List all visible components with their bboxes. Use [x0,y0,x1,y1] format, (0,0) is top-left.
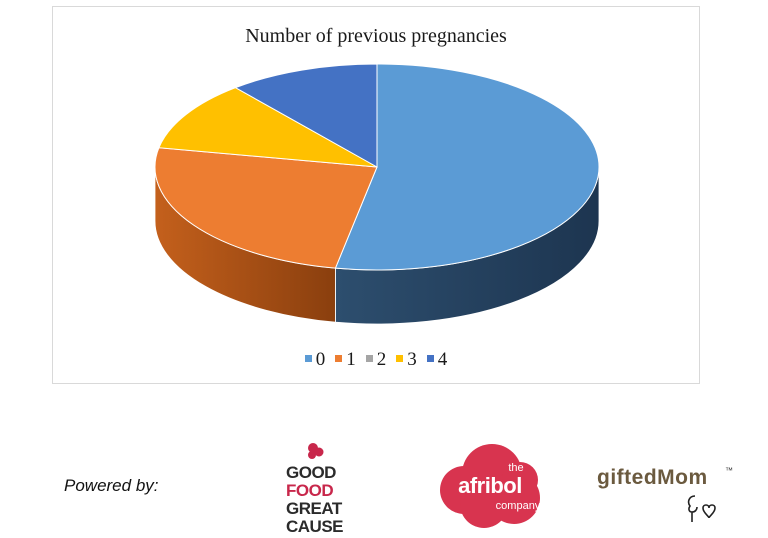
gifted-mom-tm: ™ [725,466,733,475]
gfgc-line: GOOD [286,463,336,482]
pie-slice-3 [158,87,378,168]
afribol-name: afribol [458,473,522,498]
legend-label: 3 [407,349,417,370]
legend-item-0: 0 [304,349,326,371]
legend-label: 1 [346,349,356,370]
gfgc-line: GREAT [286,499,342,518]
legend-item-4: 4 [426,349,448,371]
gfgc-line: CAUSE [286,517,344,536]
legend-label: 2 [376,349,387,370]
pie-slice-4 [234,63,378,168]
mother-heart-icon [687,495,716,522]
legend-item-1: 1 [335,349,356,371]
heart-cluster-icon [308,443,324,459]
pie-chart [154,63,600,325]
gifted-mom-name: giftedMom [597,466,708,489]
legend-swatch [335,355,343,363]
legend-label: 0 [315,349,326,370]
legend-label: 4 [437,349,448,370]
cloud-blob-icon [440,444,540,528]
legend-swatch [365,355,373,363]
legend-swatch [304,355,312,363]
pie-tops [154,63,600,271]
good-food-great-cause-logo: GOOD FOOD GREAT CAUSE [283,442,353,538]
afribol-company: company [495,500,541,512]
legend-item-2: 2 [365,349,387,371]
gfgc-text: GOOD FOOD GREAT CAUSE [286,463,344,536]
afribol-logo: the afribol company [434,440,546,532]
gifted-mom-logo: giftedMom ™ [597,466,742,532]
chart-title: Number of previous pregnancies [245,25,507,47]
legend-swatch [396,355,404,363]
pie-slice-1 [154,147,378,269]
afribol-the: the [508,462,524,474]
pie-slice-0 [334,63,600,271]
powered-by-label: Powered by: [64,476,159,495]
legend-item-3: 3 [396,349,417,371]
gfgc-line: FOOD [286,481,334,500]
legend-swatch [426,355,434,363]
